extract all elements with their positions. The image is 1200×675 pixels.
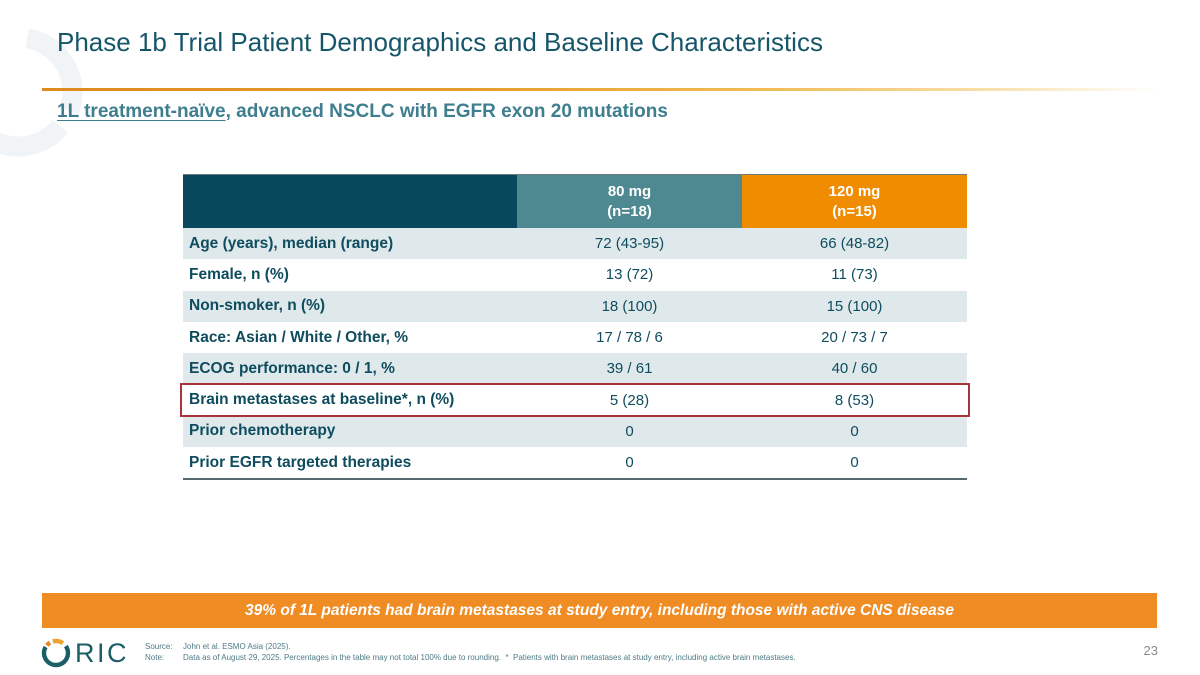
table-row: ECOG performance: 0 / 1, % 39 / 61 40 / 60 [183,353,967,385]
row-value-80mg: 5 (28) [609,391,650,409]
demographics-table: 80 mg (n=18) 120 mg (n=15) Age (years), … [180,174,970,481]
footnotes: Source: John et al. ESMO Asia (2025). No… [145,641,796,663]
source-text: John et al. ESMO Asia (2025). [183,642,291,651]
slide-title: Phase 1b Trial Patient Demographics and … [57,27,823,57]
row-value-120mg: 20 / 73 / 7 [821,329,888,347]
header-cell-blank [183,175,517,228]
note-line: Note: Data as of August 29, 2025. Percen… [145,652,796,663]
slide-subtitle: 1L treatment-naïve, advanced NSCLC with … [57,101,668,123]
table-row: Prior EGFR targeted therapies 0 0 [183,447,967,479]
callout-banner: 39% of 1L patients had brain metastases … [42,593,1157,628]
header-120mg-dose: 120 mg [828,183,881,200]
table-row: Race: Asian / White / Other, % 17 / 78 / … [183,321,967,354]
source-line: Source: John et al. ESMO Asia (2025). [145,641,796,652]
row-value-80mg: 39 / 61 [606,360,653,378]
table-row: Non-smoker, n (%) 18 (100) 15 (100) [183,290,967,322]
title-divider [42,88,1158,91]
table-row: Female, n (%) 13 (72) 11 (73) [183,259,967,291]
row-value-80mg: 72 (43-95) [594,235,665,253]
row-label: Female, n (%) [189,265,289,283]
subtitle-underlined: 1L treatment-naïve [57,101,226,122]
row-label: Non-smoker, n (%) [189,297,326,315]
header-120mg-n: (n=15) [832,202,877,220]
row-value-120mg: 0 [850,422,859,440]
row-label: Brain metastases at baseline*, n (%) [189,391,455,409]
row-value-120mg: 40 / 60 [831,360,878,378]
header-80mg-dose: 80 mg [607,183,652,200]
oric-logo-text: RIC [75,637,129,668]
note-text: Data as of August 29, 2025. Percentages … [183,653,796,662]
row-label: Prior EGFR targeted therapies [189,453,412,471]
note-label: Note: [145,653,165,662]
row-value-80mg: 13 (72) [605,266,654,284]
subtitle-rest: , advanced NSCLC with EGFR exon 20 mutat… [225,101,668,122]
header-80mg-n: (n=18) [607,202,652,220]
oric-logo: RIC [40,635,129,671]
oric-logo-o-icon [41,638,71,668]
row-value-80mg: 18 (100) [601,297,658,315]
row-value-120mg: 15 (100) [826,297,883,315]
row-value-120mg: 11 (73) [831,266,878,284]
row-value-120mg: 66 (48-82) [819,235,890,253]
demographics-table-body: Age (years), median (range) 72 (43-95) 66 … [180,228,970,481]
table-row: Brain metastases at baseline*, n (%) 5 (2… [180,383,970,418]
row-label: Age (years), median (range) [189,234,394,252]
row-label: ECOG performance: 0 / 1, % [189,359,395,377]
callout-text: 39% of 1L patients had brain metastases … [245,601,954,619]
header-cell-80mg: 80 mg (n=18) [517,175,742,228]
table-row: Prior chemotherapy 0 0 [183,415,967,448]
row-label: Race: Asian / White / Other, % [189,328,409,346]
page-number: 23 [1143,643,1158,658]
row-value-80mg: 0 [625,454,634,472]
table-row: Age (years), median (range) 72 (43-95) 66 … [183,228,967,260]
row-value-80mg: 17 / 78 / 6 [596,329,663,347]
table-header: 80 mg (n=18) 120 mg (n=15) [183,174,967,228]
source-label: Source: [145,642,173,651]
header-cell-120mg: 120 mg (n=15) [742,175,967,228]
row-value-80mg: 0 [625,422,634,440]
row-label: Prior chemotherapy [189,422,336,440]
row-value-120mg: 0 [850,454,859,472]
row-value-120mg: 8 (53) [834,391,875,409]
